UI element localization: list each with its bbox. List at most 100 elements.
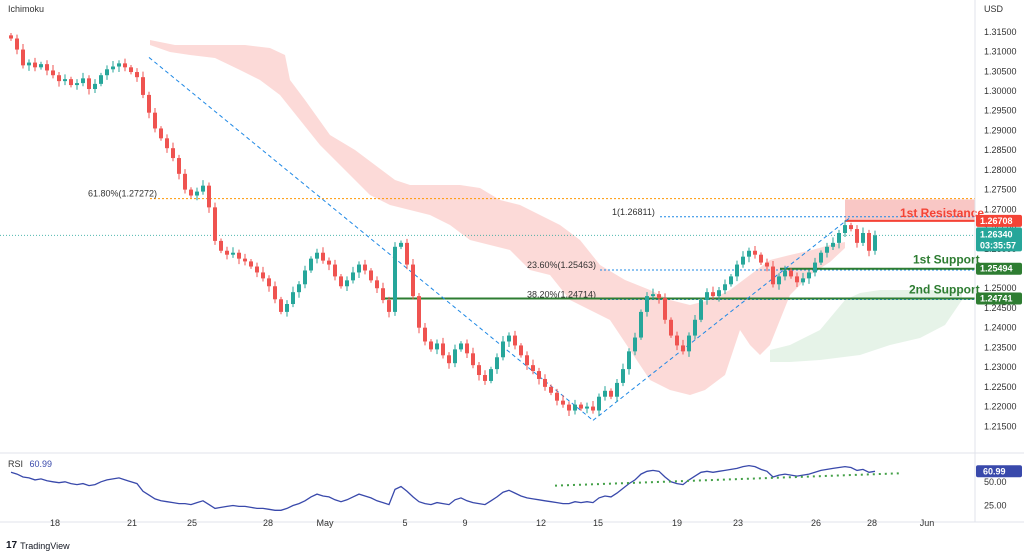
- candle-body: [45, 64, 49, 71]
- candle-body: [825, 246, 829, 253]
- candle: [849, 222, 853, 232]
- candle-body: [393, 246, 397, 312]
- candle-body: [615, 382, 619, 397]
- candle: [249, 259, 253, 269]
- candle: [627, 348, 631, 375]
- candle-body: [285, 304, 289, 312]
- candle-body: [777, 276, 781, 285]
- candle: [267, 275, 271, 292]
- candle-body: [399, 242, 403, 247]
- candle: [783, 265, 787, 281]
- candle-body: [759, 254, 763, 263]
- candle-body: [321, 252, 325, 261]
- candle-body: [375, 280, 379, 289]
- price-tick-label: 1.22500: [984, 382, 1017, 392]
- candle-body: [207, 185, 211, 208]
- candle-body: [651, 294, 655, 297]
- support-price-tag: 1.25494: [980, 264, 1013, 274]
- candle-body: [765, 262, 769, 267]
- candle: [489, 366, 493, 384]
- rsi-value-tag-bg: [976, 465, 1022, 478]
- candle: [795, 272, 799, 288]
- candle: [117, 60, 121, 73]
- candle: [51, 64, 55, 79]
- candle-body: [573, 404, 577, 411]
- candle: [135, 68, 139, 82]
- candle: [69, 76, 73, 88]
- candle-body: [315, 252, 319, 259]
- candle-body: [513, 335, 517, 346]
- candle: [543, 374, 547, 391]
- rsi-label: RSI: [8, 459, 24, 469]
- rsi-tick-label: 25.00: [984, 501, 1007, 511]
- candle: [369, 268, 373, 283]
- candle-body: [357, 264, 361, 273]
- brand-name: TradingView: [20, 540, 70, 551]
- brand-logo[interactable]: 17 TradingView: [6, 540, 70, 551]
- candle: [735, 260, 739, 282]
- candle: [207, 182, 211, 213]
- candle: [861, 227, 865, 247]
- candle: [837, 229, 841, 249]
- candle: [663, 293, 667, 324]
- price-tick-label: 1.24500: [984, 303, 1017, 313]
- candle-body: [21, 49, 25, 66]
- indicator-label: Ichimoku: [8, 4, 45, 14]
- candle-body: [741, 256, 745, 265]
- candle: [507, 332, 511, 348]
- candle-body: [297, 284, 301, 293]
- candle-body: [369, 270, 373, 281]
- candle: [411, 259, 415, 300]
- candle: [789, 268, 793, 279]
- candle-body: [633, 337, 637, 352]
- candle-body: [549, 386, 553, 393]
- candle: [531, 359, 535, 375]
- candle: [27, 59, 31, 71]
- candle: [471, 347, 475, 369]
- candle-body: [837, 233, 841, 243]
- candle: [729, 274, 733, 287]
- candle-body: [855, 229, 859, 243]
- candle: [867, 229, 871, 257]
- candle-body: [489, 369, 493, 381]
- candle-body: [459, 343, 463, 350]
- candle-body: [561, 400, 565, 405]
- candle: [315, 248, 319, 264]
- candle: [525, 351, 529, 370]
- candle-body: [9, 35, 13, 39]
- candle: [699, 297, 703, 323]
- candle: [429, 339, 433, 352]
- candle: [825, 242, 829, 258]
- candle: [231, 247, 235, 258]
- candle: [459, 341, 463, 352]
- candle-body: [663, 298, 667, 320]
- candle-body: [135, 72, 139, 78]
- candle-body: [147, 94, 151, 113]
- candle: [39, 61, 43, 70]
- candle: [555, 388, 559, 406]
- resistance-price-tag: 1.26708: [980, 216, 1013, 226]
- candle: [813, 257, 817, 277]
- ichimoku-cloud: [150, 40, 962, 395]
- currency-label: USD: [984, 4, 1004, 14]
- candle-body: [411, 264, 415, 297]
- candle-body: [279, 299, 283, 312]
- support-label: 2nd Support: [909, 282, 980, 296]
- candle: [441, 337, 445, 359]
- candle-body: [843, 225, 847, 233]
- candle: [873, 230, 877, 255]
- candle: [93, 79, 97, 93]
- fib-label: 1(1.26811): [612, 207, 655, 217]
- candle: [723, 279, 727, 295]
- resistance-label: 1st Resistance: [900, 206, 984, 220]
- candle-body: [213, 207, 217, 241]
- candle-body: [579, 404, 583, 409]
- candle: [333, 259, 337, 281]
- candle-body: [63, 79, 67, 82]
- candle: [681, 339, 685, 355]
- candle: [99, 72, 103, 87]
- candle: [393, 242, 397, 316]
- candle-body: [819, 252, 823, 263]
